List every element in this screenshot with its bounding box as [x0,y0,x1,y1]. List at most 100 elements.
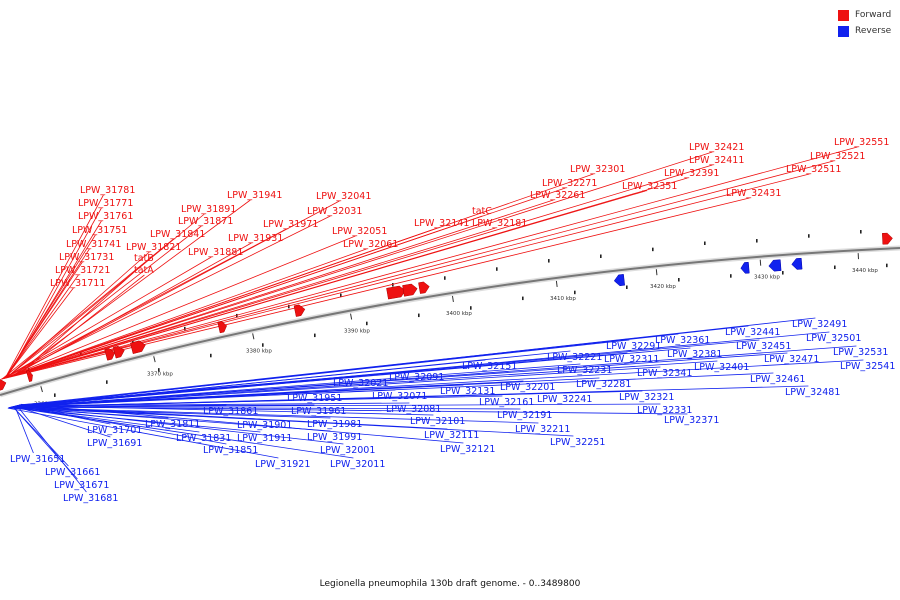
site-mark [886,263,888,268]
gene-leader [10,403,661,408]
gene-label: LPW_32151 [462,361,517,372]
gene-lpw-32331: LPW_32331 [10,403,692,416]
gene-label: LPW_32471 [764,354,819,365]
site-mark [184,326,186,331]
gene-arrow-unlabeled [791,257,803,270]
site-mark [756,239,758,243]
gene-label: LPW_31981 [307,419,362,430]
scale-tick-label: 3380 kbp [246,348,272,354]
gene-lpw-32061: LPW_32061 [3,239,398,380]
gene-leader [12,406,574,437]
gene-label: LPW_31831 [176,433,231,444]
gene-lpw-31761: LPW_31761 [5,211,133,378]
gene-lpw-31771: LPW_31771 [6,198,133,378]
gene-leader [5,164,713,379]
gene-leader [10,406,354,459]
gene-label: LPW_31891 [181,204,236,215]
gene-leader [9,200,340,377]
gene-lpw-31971: LPW_31971 [0,219,318,380]
scale-tick-label: 3420 kbp [650,284,676,290]
gene-label: LPW_32501 [806,333,861,344]
gene-label: LPW_32541 [840,361,895,372]
gene-leader [2,256,212,379]
gene-label: LPW_31951 [287,393,342,404]
site-mark [808,234,810,238]
scale-tick [451,295,454,302]
gene-label: LPW_32301 [570,164,625,175]
gene-label: LPW_32091 [389,372,444,383]
gene-label: LPW_31971 [263,219,318,230]
site-mark [210,353,212,358]
legend-item-reverse: Reverse [838,24,898,38]
gene-label: LPW_31841 [150,229,205,240]
gene-label: LPW_31771 [78,198,133,209]
gene-leader [4,274,79,379]
gene-lpw-32401: LPW_32401 [10,360,749,408]
scale-tick [252,333,255,340]
site-mark [444,276,446,280]
gene-lpw-31691: LPW_31691 [14,405,142,449]
unlabeled-genes [0,232,893,391]
site-mark [678,277,680,282]
gene-label: LPW_31871 [178,216,233,227]
gene-arrow-unlabeled [882,232,893,245]
gene-arrow-unlabeled [768,259,782,272]
site-mark [418,313,420,318]
site-mark [54,393,56,397]
gene-leader [10,406,539,424]
gene-lpw-31871: LPW_31871 [5,216,233,379]
gene-label: LPW_32411 [689,155,744,166]
gene-label: LPW_32141 [414,218,469,229]
gene-lpw-32491: LPW_32491 [10,317,847,408]
gene-arrow-unlabeled [25,370,33,383]
gene-label: LPW_32131 [440,386,495,397]
gene-label: LPW_31661 [45,467,100,478]
gene-label: LPW_32051 [332,226,387,237]
gene-leader [4,194,104,379]
gene-label: LPW_31991 [307,432,362,443]
gene-leader [4,287,74,379]
gene-label: LPW_31761 [78,211,133,222]
gene-label: LPW_32101 [410,416,465,427]
scale-tick-label: 3390 kbp [344,329,370,335]
genome-caption: Legionella pneumophila 130b draft genome… [319,579,581,589]
scale-tick-label: 3370 kbp [147,371,173,377]
gene-leader [5,177,688,379]
gene-leader [5,160,834,379]
gene-label: LPW_32191 [497,410,552,421]
gene-leader [8,331,830,409]
gene-label: LPW_32251 [550,437,605,448]
gene-arrow-unlabeled [112,345,125,359]
gene-label: LPW_31911 [237,433,292,444]
gene-leader [9,146,858,378]
gene-label: tatC [472,206,492,217]
gene-lpw-32511: LPW_32511 [11,164,841,377]
gene-lpw-32391: LPW_32391 [5,168,719,379]
scale-tick-label: 3430 kbp [754,275,780,281]
gene-leader [10,317,816,408]
gene-label: LPW_31961 [291,406,346,417]
gene-leader [8,407,261,433]
gene-arrow-unlabeled [217,321,228,334]
gene-label: LPW_32321 [619,392,674,403]
gene-arrow-unlabeled [293,304,306,317]
gene-lpw-32251: LPW_32251 [12,406,605,448]
gene-label: LPW_32341 [637,368,692,379]
gene-label: LPW_31931 [228,233,283,244]
genome-axis [0,245,900,398]
scale-tick-label: 3440 kbp [852,268,878,274]
gene-lpw-31681: LPW_31681 [16,405,118,504]
gene-label: LPW_31861 [203,406,258,417]
gene-label: LPW_32441 [725,327,780,338]
gene-label: LPW_32271 [542,178,597,189]
site-mark [314,333,316,338]
gene-label: LPW_32311 [604,354,659,365]
gene-lpw-31911: LPW_31911 [8,407,292,444]
gene-lpw-32371: LPW_32371 [12,406,719,426]
gene-label: LPW_32391 [664,168,719,179]
site-mark [652,247,654,252]
site-mark [522,296,524,301]
scale-tick [555,280,558,287]
gene-label: LPW_31681 [63,493,118,504]
